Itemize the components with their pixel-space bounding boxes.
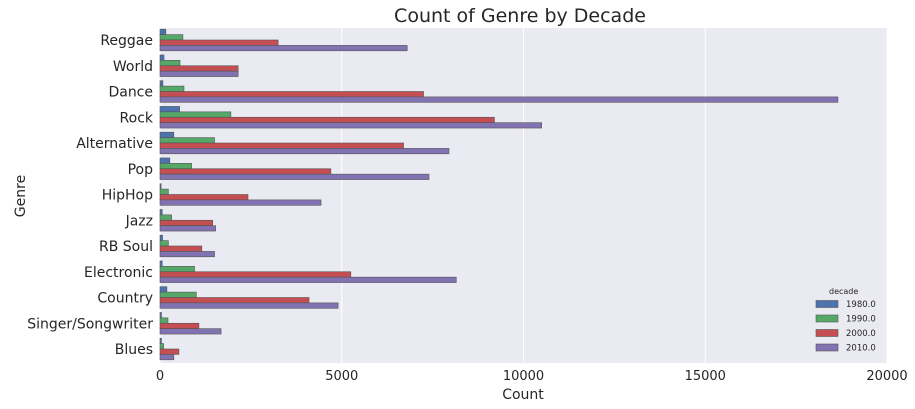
legend-label: 1990.0 <box>846 315 876 325</box>
y-tick-label: Reggae <box>100 33 153 49</box>
bar <box>159 137 215 144</box>
bar <box>159 343 164 350</box>
bar <box>159 111 232 118</box>
y-tick-labels: Reggae World Dance Rock Alternative Pop HipHop… <box>27 33 154 358</box>
y-tick-label: RB Soul <box>99 239 153 255</box>
bar <box>159 183 162 190</box>
bar <box>159 322 200 329</box>
bar <box>159 245 203 252</box>
legend-label: 1980.0 <box>846 300 876 310</box>
bar <box>159 188 169 195</box>
x-tick-label: 15000 <box>685 369 726 384</box>
bar <box>159 354 175 361</box>
x-tick-label: 0 <box>156 369 164 384</box>
y-axis-label: Genre <box>13 175 29 217</box>
bar <box>159 131 175 138</box>
legend-label: 2000.0 <box>846 329 876 339</box>
bar <box>159 260 163 267</box>
bar <box>159 54 165 61</box>
bar <box>159 328 222 335</box>
bar <box>159 209 163 216</box>
legend-swatch <box>815 314 839 323</box>
x-tick-label: 5000 <box>325 369 358 384</box>
legend-swatch <box>815 300 839 308</box>
bar <box>159 96 839 103</box>
x-tick-labels: 0 5000 10000 15000 20000 <box>156 369 908 384</box>
bar <box>159 225 216 232</box>
legend-label: 2010.0 <box>846 344 876 354</box>
y-tick-label: Jazz <box>125 213 153 229</box>
bar <box>159 219 214 226</box>
bars <box>159 28 839 361</box>
bar <box>159 70 239 77</box>
chart-title: Count of Genre by Decade <box>394 5 646 27</box>
y-tick-label: Electronic <box>84 265 153 281</box>
bar <box>159 337 162 344</box>
bar <box>159 348 180 355</box>
bar <box>159 148 450 155</box>
bar <box>159 116 495 123</box>
bar <box>159 163 192 170</box>
legend-swatch <box>815 329 839 337</box>
bar <box>159 297 310 304</box>
bar <box>159 266 195 273</box>
y-tick-label: Rock <box>120 110 154 126</box>
bar <box>159 251 215 258</box>
bar <box>159 240 169 247</box>
bar <box>159 28 167 35</box>
y-tick-label: Dance <box>108 85 153 101</box>
bar <box>159 312 162 319</box>
y-tick-label: Singer/Songwriter <box>27 316 153 332</box>
bar <box>159 80 164 87</box>
bar <box>159 91 424 98</box>
bar <box>159 122 542 129</box>
bar <box>159 45 408 52</box>
x-axis-label: Count <box>502 387 544 403</box>
legend-swatch <box>815 343 839 352</box>
bar <box>159 173 430 180</box>
y-tick-label: World <box>113 59 153 75</box>
bar <box>159 142 404 149</box>
bar <box>159 286 168 293</box>
bar <box>159 214 172 221</box>
y-tick-label: Country <box>97 291 153 307</box>
legend: decade 1980.0 1990.0 2000.0 2010.0 <box>810 283 882 357</box>
bar <box>159 199 322 206</box>
bar <box>159 194 249 201</box>
bar <box>159 291 197 298</box>
y-tick-label: HipHop <box>102 188 153 204</box>
bar <box>159 317 169 324</box>
bar <box>159 271 352 278</box>
y-tick-label: Alternative <box>76 136 153 152</box>
bar <box>159 85 185 92</box>
x-tick-label: 20000 <box>866 369 907 384</box>
bar <box>159 39 279 46</box>
bar <box>159 157 171 164</box>
legend-title: decade <box>829 287 858 296</box>
bar <box>159 106 180 113</box>
bar <box>159 234 163 241</box>
x-tick-label: 10000 <box>503 369 544 384</box>
bar <box>159 302 339 309</box>
y-tick-label: Blues <box>115 342 153 358</box>
bar <box>159 65 239 72</box>
bar <box>159 60 181 67</box>
bar <box>159 276 457 283</box>
y-tick-label: Pop <box>128 162 154 178</box>
bar <box>159 34 184 41</box>
bar <box>159 168 332 175</box>
